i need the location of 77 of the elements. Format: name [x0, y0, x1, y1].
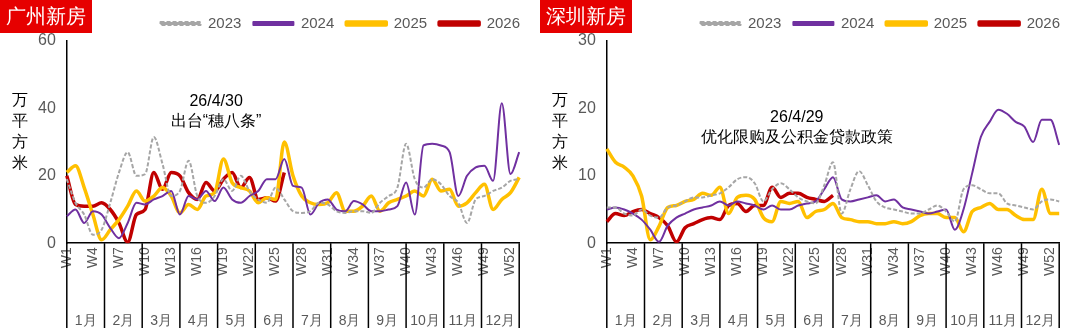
x-tick-label: W13	[702, 247, 719, 277]
x-tick-label: W1	[57, 247, 74, 269]
text: 8月	[878, 312, 901, 329]
x-tick-label: W16	[188, 247, 205, 277]
text: 6月	[263, 312, 286, 329]
text: 3月	[690, 312, 712, 329]
text: 3月	[150, 312, 172, 329]
legend-label: 2023	[208, 13, 242, 31]
legend-label: 2025	[393, 13, 428, 31]
line-series	[605, 161, 1061, 223]
legend-label: 2024	[300, 13, 335, 31]
x-tick-label: W22	[240, 247, 257, 277]
y-tick-label: 30	[578, 31, 596, 49]
x-tick-label: W46	[449, 247, 466, 277]
x-tick-label: W37	[910, 247, 927, 277]
y-tick-label: 20	[38, 166, 56, 184]
x-tick-label: W13	[162, 247, 179, 277]
chart-title: 深圳新房	[540, 0, 632, 33]
text: 7月	[300, 312, 323, 329]
x-tick-label: W25	[806, 247, 823, 277]
text: 10月	[410, 312, 440, 329]
legend-label: 2026	[1026, 13, 1061, 31]
y-tick-label: 0	[586, 233, 596, 251]
y-tick-label: 0	[46, 233, 56, 251]
y-axis-title: 万平方米	[552, 90, 569, 173]
x-tick-label: W7	[649, 247, 666, 269]
text: 11月	[448, 312, 477, 329]
text: 6月	[803, 312, 826, 329]
text: 2月	[112, 312, 135, 329]
x-tick-label: W4	[623, 247, 640, 269]
x-tick-label: W40	[396, 247, 413, 277]
x-tick-label: W40	[936, 247, 953, 277]
text: 10月	[950, 312, 980, 329]
x-tick-label: W34	[884, 247, 901, 277]
x-tick-label: W22	[780, 247, 797, 277]
x-tick-label: W25	[266, 247, 283, 277]
x-tick-label: W43	[963, 247, 980, 277]
legend-label: 2023	[748, 13, 782, 31]
x-tick-label: W52	[1041, 247, 1058, 277]
annotation: 26/4/30 出台“穗八条”	[170, 92, 262, 130]
text: 12月	[485, 312, 516, 329]
x-tick-label: W37	[370, 247, 387, 277]
text: 7月	[840, 312, 863, 329]
text: 5月	[225, 312, 248, 329]
text: 4月	[187, 312, 210, 329]
text: 9月	[916, 312, 939, 329]
x-tick-label: W52	[501, 247, 518, 277]
x-tick-label: W16	[728, 247, 745, 277]
text: 1月	[614, 312, 637, 329]
y-tick-label: 10	[578, 166, 596, 184]
text: 11月	[988, 312, 1017, 329]
text: 5月	[765, 312, 788, 329]
y-axis-title: 万平方米	[12, 90, 29, 173]
chart-title: 广州新房	[0, 0, 92, 33]
y-tick-label: 20	[578, 98, 596, 116]
x-tick-label: W10	[675, 247, 692, 277]
text: 1月	[74, 312, 97, 329]
text: 9月	[376, 312, 399, 329]
x-tick-label: W28	[292, 247, 309, 277]
x-tick-label: W4	[83, 247, 100, 269]
text: 8月	[338, 312, 361, 329]
legend-label: 2024	[840, 13, 875, 31]
y-tick-label: 60	[38, 31, 56, 49]
x-tick-label: W43	[423, 247, 440, 277]
text: 2月	[652, 312, 675, 329]
annotation: 26/4/29 优化限购及公积金贷款政策	[700, 108, 893, 146]
text: 4月	[727, 312, 750, 329]
x-tick-label: W46	[989, 247, 1006, 277]
legend-label: 2026	[486, 13, 521, 31]
x-tick-label: W7	[109, 247, 126, 269]
y-tick-label: 40	[38, 98, 56, 116]
x-tick-label: W1	[597, 247, 614, 269]
x-tick-label: W28	[832, 247, 849, 277]
x-tick-label: W10	[135, 247, 152, 277]
legend-label: 2025	[933, 13, 968, 31]
text: 12月	[1025, 312, 1056, 329]
x-tick-label: W34	[344, 247, 361, 277]
